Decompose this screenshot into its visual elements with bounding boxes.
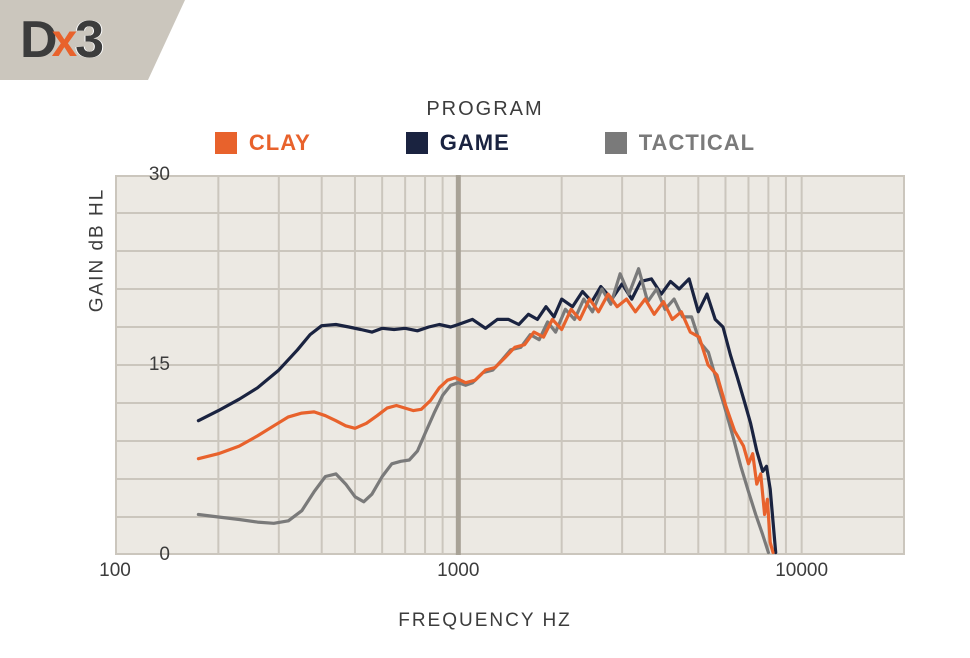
plot-svg (115, 175, 905, 555)
legend-swatch (406, 132, 428, 154)
x-tick-label: 1000 (437, 560, 479, 582)
y-tick-label: 15 (120, 354, 170, 376)
legend-label: TACTICAL (639, 130, 755, 156)
chart-area (115, 175, 905, 555)
legend-swatch (605, 132, 627, 154)
legend-swatch (215, 132, 237, 154)
logo-letter-x: x (52, 13, 78, 67)
x-axis-label: FREQUENCY HZ (0, 610, 970, 632)
legend-label: CLAY (249, 130, 311, 156)
y-tick-label: 30 (120, 164, 170, 186)
legend-item-game: GAME (406, 130, 510, 156)
x-tick-label: 100 (99, 560, 131, 582)
logo-letter-3: 3 (75, 10, 104, 70)
logo-badge: D x 3 (0, 0, 185, 80)
legend-item-clay: CLAY (215, 130, 311, 156)
program-title: PROGRAM (0, 98, 970, 121)
legend: CLAY GAME TACTICAL (0, 130, 970, 156)
logo-letter-d: D (20, 10, 56, 70)
legend-item-tactical: TACTICAL (605, 130, 755, 156)
x-tick-label: 10000 (775, 560, 828, 582)
legend-label: GAME (440, 130, 510, 156)
y-axis-label: GAIN dB HL (86, 188, 108, 313)
